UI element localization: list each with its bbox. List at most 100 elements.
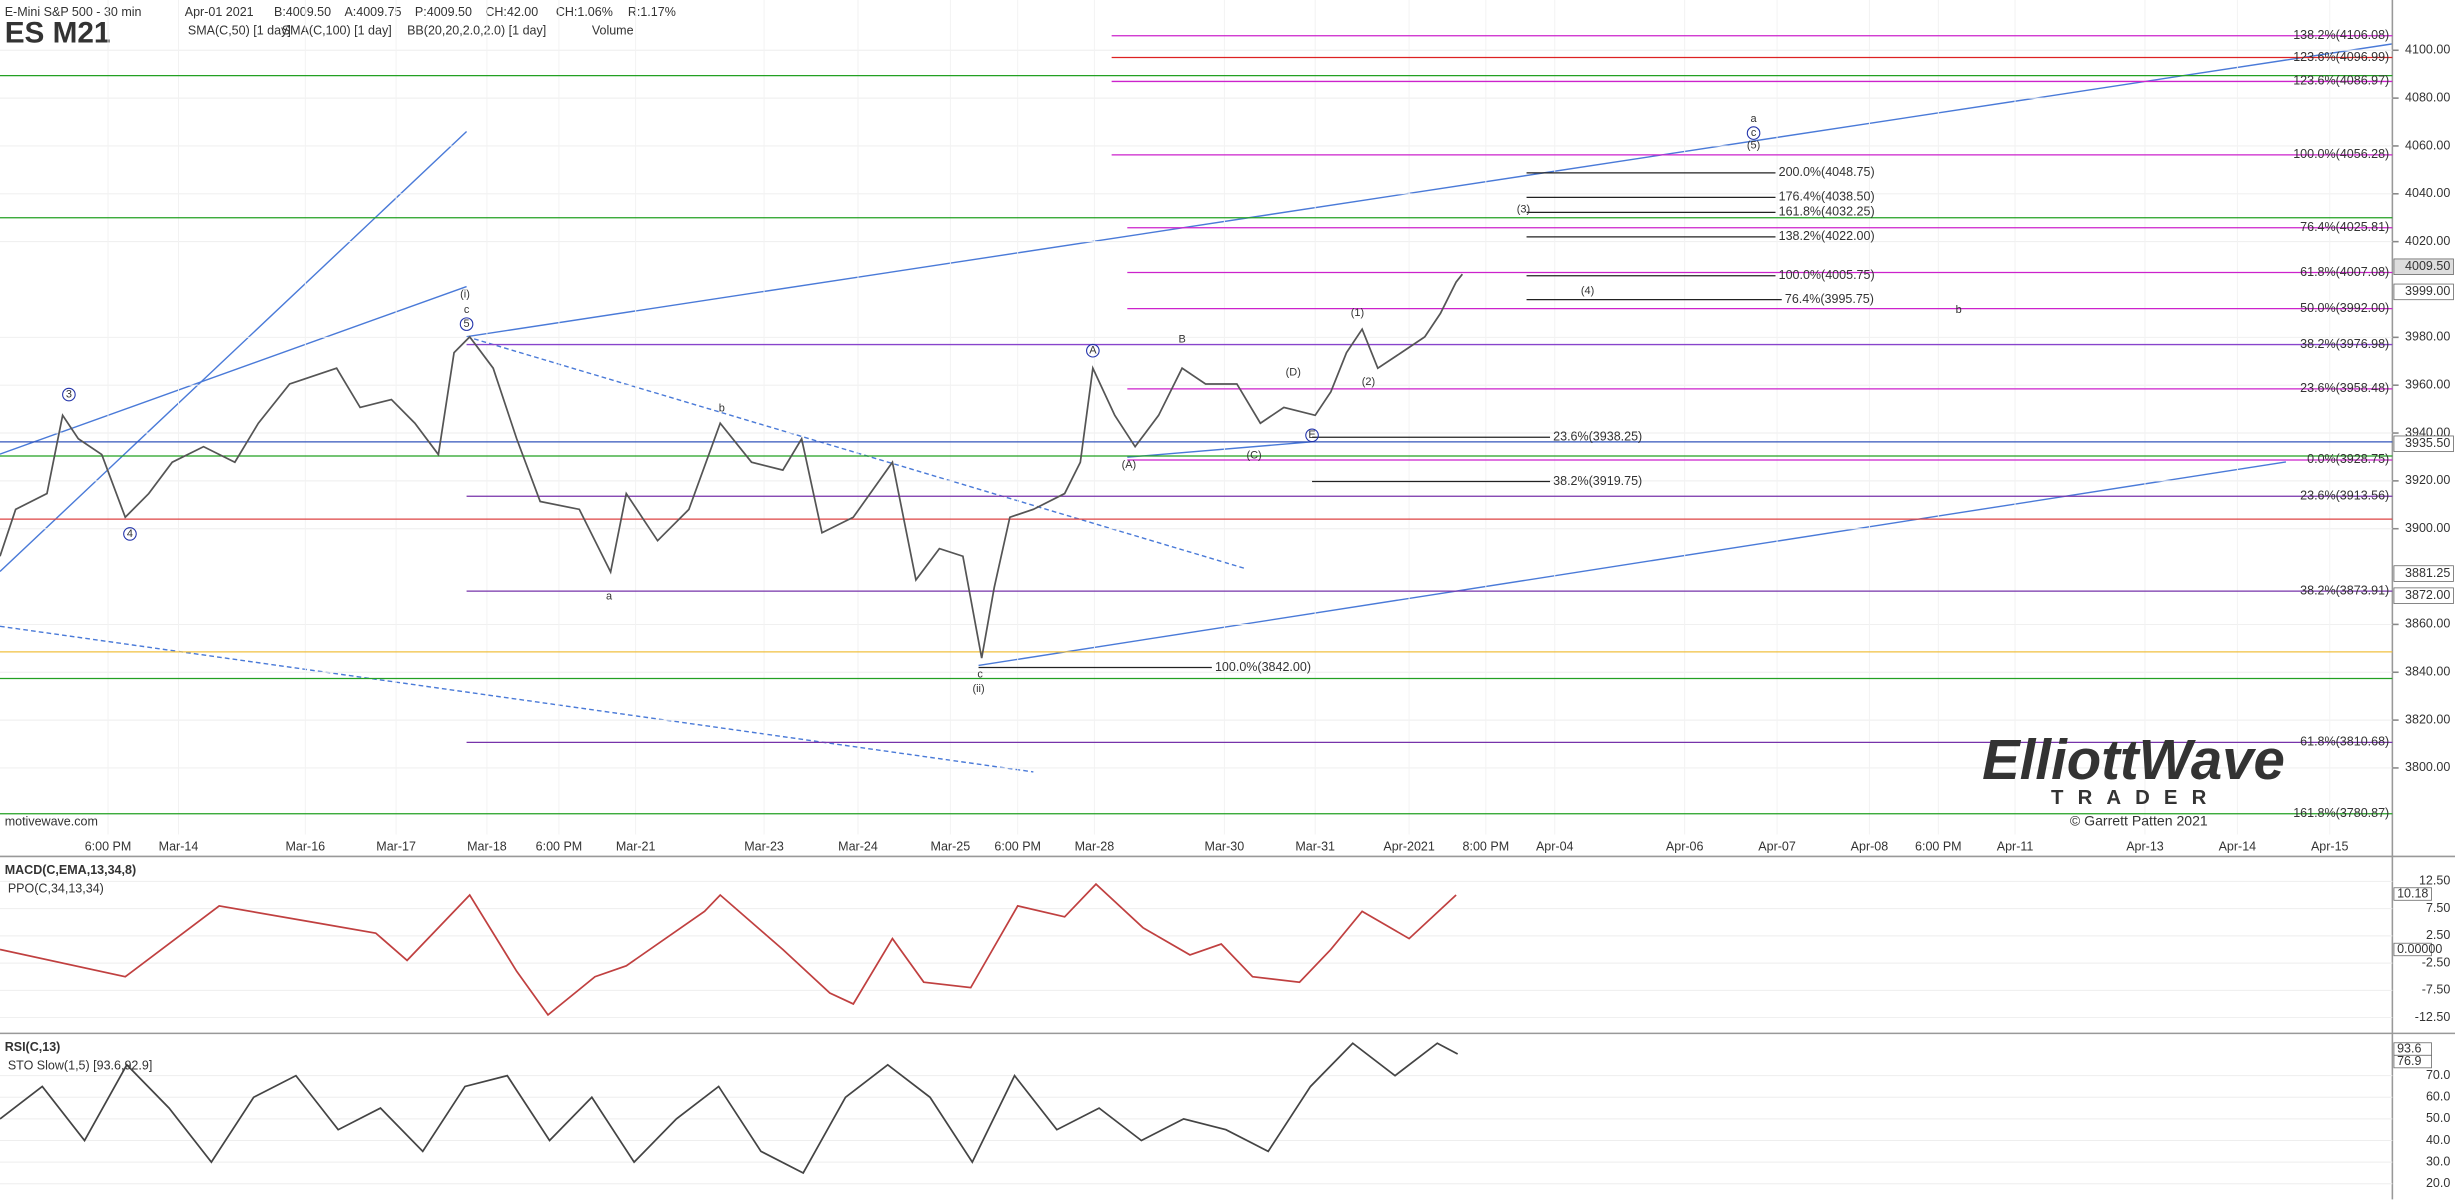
trendline xyxy=(1127,440,1316,458)
wave-label: b xyxy=(719,403,725,415)
panel-subtitle: PPO(C,34,13,34) xyxy=(8,882,104,896)
y-tick-label: 3800.00 xyxy=(2405,760,2450,774)
wave-label: a xyxy=(1751,113,1758,125)
target-label: 200.0%(4048.75) xyxy=(1779,165,1875,179)
y-tick-label: 2.50 xyxy=(2426,928,2450,942)
trendline xyxy=(466,43,2393,338)
study-label: SMA(C,100) [1 day] xyxy=(282,24,392,38)
fib-label: 123.6%(4096.99) xyxy=(2293,50,2389,64)
panel-title: MACD(C,EMA,13,34,8) xyxy=(5,863,136,877)
y-tick-label: 3960.00 xyxy=(2405,377,2450,391)
fib-label: 38.2%(3976.98) xyxy=(2300,337,2389,351)
fib-label: 138.2%(4106.08) xyxy=(2293,28,2389,42)
fib-label: 100.0%(4056.28) xyxy=(2293,147,2389,161)
value-tag xyxy=(2393,1054,2432,1069)
x-tick-label: Apr-06 xyxy=(1666,839,1704,853)
y-tick-label: -12.50 xyxy=(2415,1010,2451,1024)
wave-circle xyxy=(1746,126,1761,140)
x-tick-label: 8:00 PM xyxy=(1463,839,1510,853)
wave-label: 3 xyxy=(66,388,72,400)
wave-label: 5 xyxy=(464,318,470,330)
price-line xyxy=(0,273,1464,659)
study-label: SMA(C,50) [1 day] xyxy=(188,24,291,38)
header-text: Apr-01 2021 xyxy=(185,5,254,19)
target-label: 176.4%(4038.50) xyxy=(1779,190,1875,204)
price-tag xyxy=(2393,283,2454,301)
price-tag-label: 3935.50 xyxy=(2405,436,2450,450)
y-tick-label: 4060.00 xyxy=(2405,138,2450,152)
value-tag-label: 0.00000 xyxy=(2397,942,2442,956)
fib-label: 123.6%(4086.97) xyxy=(2293,74,2389,88)
wave-circle xyxy=(459,317,474,331)
y-tick-label: 3900.00 xyxy=(2405,521,2450,535)
price-tag-label: 4009.50 xyxy=(2405,259,2450,273)
x-tick-label: Mar-23 xyxy=(744,839,784,853)
value-tag xyxy=(2393,942,2432,957)
y-tick-label: 70.0 xyxy=(2426,1068,2450,1082)
y-tick-label: 3820.00 xyxy=(2405,712,2450,726)
header-text: CH:42.00 xyxy=(485,5,538,19)
x-tick-label: Mar-24 xyxy=(838,839,878,853)
y-tick-label: 3920.00 xyxy=(2405,473,2450,487)
wave-label: (4) xyxy=(1581,285,1594,297)
y-tick-label: -2.50 xyxy=(2422,955,2451,969)
x-tick-label: Mar-16 xyxy=(285,839,325,853)
target-label: 23.6%(3938.25) xyxy=(1553,430,1642,444)
y-tick-label: 3980.00 xyxy=(2405,330,2450,344)
y-tick-label: 20.0 xyxy=(2426,1176,2450,1190)
y-tick-label: -7.50 xyxy=(2422,983,2451,997)
header-text: P:4009.50 xyxy=(415,5,472,19)
x-tick-label: Mar-28 xyxy=(1075,839,1115,853)
header-text: B:4009.50 xyxy=(274,5,331,19)
x-tick-label: Mar-25 xyxy=(931,839,971,853)
x-tick-label: Apr-08 xyxy=(1851,839,1889,853)
y-tick-label: 40.0 xyxy=(2426,1133,2450,1147)
wave-circle xyxy=(62,387,76,402)
y-tick-label: 7.50 xyxy=(2426,901,2450,915)
wave-label: (2) xyxy=(1362,376,1375,388)
wave-label: a xyxy=(606,590,613,602)
wave-label: (5) xyxy=(1747,140,1760,152)
logo-credit: © Garrett Patten 2021 xyxy=(2070,813,2208,829)
wave-label: b xyxy=(1956,304,1962,316)
header-text: E-Mini S&P 500 - 30 min xyxy=(5,5,142,19)
price-line xyxy=(0,882,1457,1017)
target-label: 100.0%(3842.00) xyxy=(1215,660,1311,674)
y-tick-label: 30.0 xyxy=(2426,1154,2450,1168)
wave-label: B xyxy=(1178,334,1185,346)
header-text: A:4009.75 xyxy=(344,5,401,19)
y-tick-label: 4080.00 xyxy=(2405,90,2450,104)
trendline xyxy=(0,625,1034,773)
price-line xyxy=(0,1042,1459,1175)
wave-label: A xyxy=(1089,345,1097,357)
fib-label: 61.8%(3810.68) xyxy=(2300,735,2389,749)
price-tag xyxy=(2393,435,2454,453)
fib-label: 76.4%(4025.81) xyxy=(2300,220,2389,234)
fib-label: 23.6%(3913.56) xyxy=(2300,489,2389,503)
x-tick-label: 6:00 PM xyxy=(536,839,583,853)
header-text: CH:1.06% xyxy=(556,5,613,19)
wave-circle xyxy=(1086,343,1100,358)
wave-label: (3) xyxy=(1517,204,1530,216)
y-tick-label: 4040.00 xyxy=(2405,186,2450,200)
logo-name: ElliottWave xyxy=(1982,728,2285,791)
price-tag-label: 3881.25 xyxy=(2405,566,2450,580)
target-label: 38.2%(3919.75) xyxy=(1553,474,1642,488)
x-tick-label: Mar-30 xyxy=(1205,839,1245,853)
x-tick-label: Apr-13 xyxy=(2126,839,2164,853)
fib-label: 161.8%(3780.87) xyxy=(2293,806,2389,820)
trendline xyxy=(0,131,468,573)
target-label: 76.4%(3995.75) xyxy=(1785,292,1874,306)
price-tag xyxy=(2393,565,2454,582)
value-tag-label: 10.18 xyxy=(2397,886,2428,900)
y-tick-label: 3840.00 xyxy=(2405,665,2450,679)
x-tick-label: 6:00 PM xyxy=(994,839,1041,853)
study-label: BB(20,20,2.0,2.0) [1 day] xyxy=(407,24,546,38)
study-label: Volume xyxy=(592,24,634,38)
x-tick-label: Apr-14 xyxy=(2219,839,2257,853)
value-tag xyxy=(2393,887,2432,901)
watermark: motivewave.com xyxy=(5,814,98,828)
fib-label: 61.8%(4007.08) xyxy=(2300,265,2389,279)
target-label: 100.0%(4005.75) xyxy=(1779,268,1875,282)
